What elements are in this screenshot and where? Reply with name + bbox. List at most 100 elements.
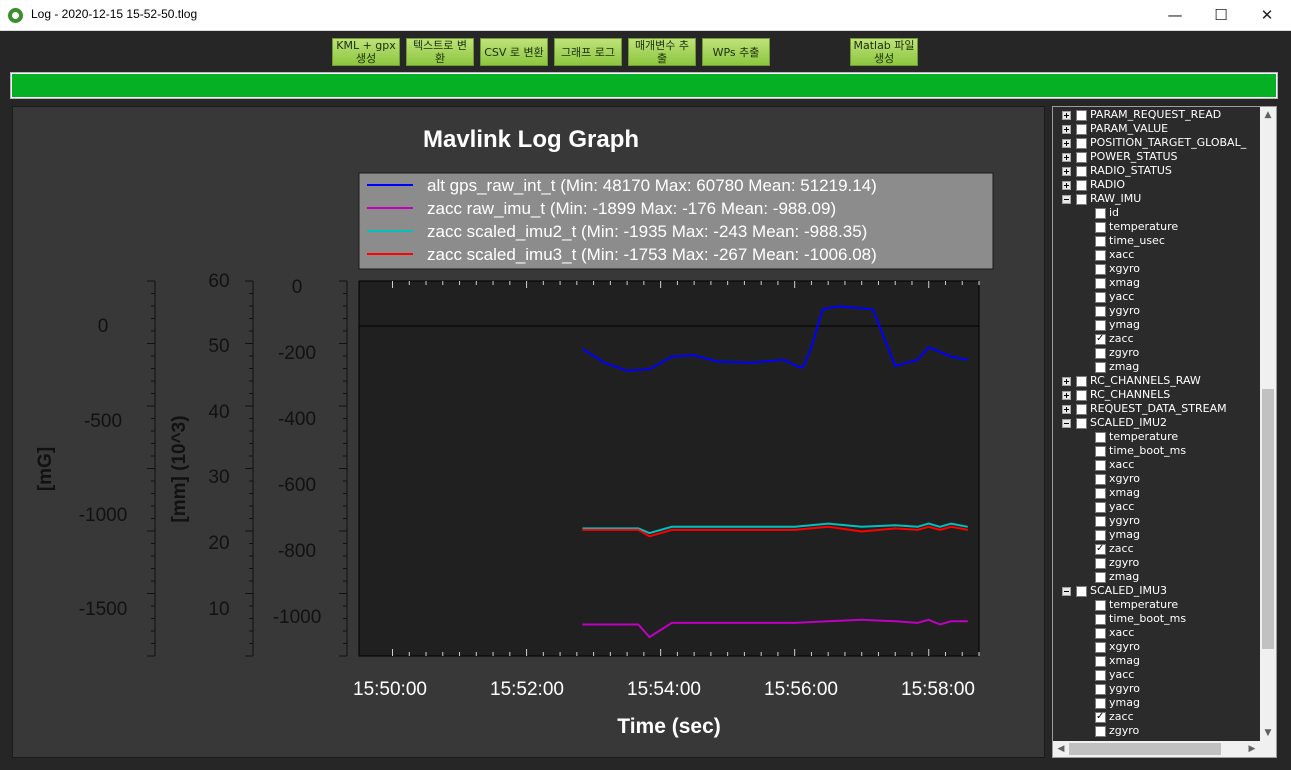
tree-node[interactable]: zgyro xyxy=(1053,556,1260,570)
tree-node[interactable]: POWER_STATUS xyxy=(1053,150,1260,164)
tree-horizontal-scrollbar[interactable]: ◀ ▶ xyxy=(1053,741,1260,757)
tree-node[interactable]: ygyro xyxy=(1053,304,1260,318)
tree-node-checkbox[interactable] xyxy=(1095,278,1106,289)
tree-node-checkbox[interactable] xyxy=(1076,152,1087,163)
tree-node-checkbox[interactable] xyxy=(1095,530,1106,541)
tree-node[interactable]: xgyro xyxy=(1053,640,1260,654)
close-button[interactable]: ✕ xyxy=(1260,6,1274,24)
scroll-right-icon[interactable]: ▶ xyxy=(1248,744,1256,754)
tree-node-checkbox[interactable] xyxy=(1095,558,1106,569)
expand-icon[interactable] xyxy=(1062,125,1071,134)
tree-node-checkbox[interactable] xyxy=(1095,698,1106,709)
tree-node[interactable]: xmag xyxy=(1053,276,1260,290)
convert-to-csv-button[interactable]: CSV 로 변환 xyxy=(480,38,548,66)
minimize-button[interactable]: — xyxy=(1167,6,1183,24)
collapse-icon[interactable] xyxy=(1062,419,1071,428)
tree-node[interactable]: RADIO_STATUS xyxy=(1053,164,1260,178)
extract-params-button[interactable]: 매개변수 추출 xyxy=(628,38,696,66)
tree-node-checkbox[interactable] xyxy=(1095,488,1106,499)
tree-horizontal-scroll-thumb[interactable] xyxy=(1069,743,1221,755)
message-tree-panel[interactable]: PARAM_REQUEST_READ PARAM_VALUE POSITION_TA… xyxy=(1052,106,1277,758)
tree-node-checkbox[interactable] xyxy=(1076,376,1087,387)
tree-node-checkbox[interactable] xyxy=(1095,362,1106,373)
tree-node-checkbox[interactable] xyxy=(1095,332,1106,346)
tree-node[interactable]: time_boot_ms xyxy=(1053,612,1260,626)
expand-icon[interactable] xyxy=(1062,153,1071,162)
tree-node[interactable]: REQUEST_DATA_STREAM xyxy=(1053,402,1260,416)
expand-icon[interactable] xyxy=(1062,167,1071,176)
tree-node[interactable]: yacc xyxy=(1053,500,1260,514)
convert-to-text-button[interactable]: 텍스트로 변환 xyxy=(406,38,474,66)
tree-node[interactable]: temperature xyxy=(1053,430,1260,444)
tree-node-checkbox[interactable] xyxy=(1076,194,1087,205)
expand-icon[interactable] xyxy=(1062,391,1071,400)
tree-node[interactable]: SCALED_IMU3 xyxy=(1053,584,1260,598)
graph-panel[interactable]: Mavlink Log Graph alt gps_raw_int_t (Min… xyxy=(12,106,1045,758)
tree-node-checkbox[interactable] xyxy=(1095,446,1106,457)
tree-node[interactable]: ygyro xyxy=(1053,682,1260,696)
tree-node-checkbox[interactable] xyxy=(1095,236,1106,247)
tree-node[interactable]: ygyro xyxy=(1053,514,1260,528)
tree-node-checkbox[interactable] xyxy=(1076,166,1087,177)
tree-node-checkbox[interactable] xyxy=(1095,542,1106,556)
maximize-button[interactable]: ☐ xyxy=(1214,6,1228,24)
tree-node-checkbox[interactable] xyxy=(1076,418,1087,429)
tree-node-checkbox[interactable] xyxy=(1095,642,1106,653)
tree-vertical-scrollbar[interactable]: ▲ ▼ xyxy=(1260,107,1276,741)
tree-node[interactable]: xmag xyxy=(1053,486,1260,500)
tree-node[interactable]: xmag xyxy=(1053,654,1260,668)
collapse-icon[interactable] xyxy=(1062,587,1071,596)
graph-svg[interactable]: Mavlink Log Graph alt gps_raw_int_t (Min… xyxy=(13,107,1046,759)
tree-node[interactable]: zgyro xyxy=(1053,724,1260,738)
tree-node-checkbox[interactable] xyxy=(1095,432,1106,443)
tree-node[interactable]: temperature xyxy=(1053,220,1260,234)
tree-node-checkbox[interactable] xyxy=(1095,222,1106,233)
create-kml-gpx-button[interactable]: KML + gpx 생성 xyxy=(332,38,400,66)
tree-node-checkbox[interactable] xyxy=(1095,306,1106,317)
tree-node[interactable]: zacc xyxy=(1053,710,1260,724)
tree-node[interactable]: POSITION_TARGET_GLOBAL_ xyxy=(1053,136,1260,150)
tree-node[interactable]: xacc xyxy=(1053,248,1260,262)
tree-node-checkbox[interactable] xyxy=(1095,502,1106,513)
tree-node[interactable]: time_usec xyxy=(1053,234,1260,248)
tree-node-checkbox[interactable] xyxy=(1076,180,1087,191)
tree-node[interactable]: zmag xyxy=(1053,570,1260,584)
tree-node-checkbox[interactable] xyxy=(1095,250,1106,261)
scroll-left-icon[interactable]: ◀ xyxy=(1057,744,1065,754)
tree-node[interactable]: xacc xyxy=(1053,458,1260,472)
tree-node[interactable]: PARAM_REQUEST_READ xyxy=(1053,108,1260,122)
tree-node[interactable]: ymag xyxy=(1053,696,1260,710)
tree-node-checkbox[interactable] xyxy=(1095,628,1106,639)
tree-node-checkbox[interactable] xyxy=(1095,474,1106,485)
tree-node[interactable]: yacc xyxy=(1053,668,1260,682)
tree-node[interactable]: xgyro xyxy=(1053,472,1260,486)
tree-node[interactable]: zmag xyxy=(1053,360,1260,374)
tree-node-checkbox[interactable] xyxy=(1095,348,1106,359)
tree-node-checkbox[interactable] xyxy=(1095,656,1106,667)
extract-wps-button[interactable]: WPs 추출 xyxy=(702,38,770,66)
create-matlab-file-button[interactable]: Matlab 파일 생성 xyxy=(850,38,918,66)
tree-node-checkbox[interactable] xyxy=(1095,460,1106,471)
tree-node-checkbox[interactable] xyxy=(1095,684,1106,695)
tree-node-checkbox[interactable] xyxy=(1076,124,1087,135)
tree-node[interactable]: zgyro xyxy=(1053,346,1260,360)
tree-node[interactable]: zacc xyxy=(1053,542,1260,556)
tree-node-checkbox[interactable] xyxy=(1076,404,1087,415)
tree-node-checkbox[interactable] xyxy=(1095,726,1106,737)
tree-node[interactable]: id xyxy=(1053,206,1260,220)
expand-icon[interactable] xyxy=(1062,405,1071,414)
tree-vertical-scroll-thumb[interactable] xyxy=(1262,389,1274,649)
tree-node-checkbox[interactable] xyxy=(1076,586,1087,597)
graph-log-button[interactable]: 그래프 로그 xyxy=(554,38,622,66)
tree-node[interactable]: time_boot_ms xyxy=(1053,444,1260,458)
scroll-up-icon[interactable]: ▲ xyxy=(1264,110,1272,120)
tree-node[interactable]: PARAM_VALUE xyxy=(1053,122,1260,136)
tree-node-checkbox[interactable] xyxy=(1095,264,1106,275)
tree-node[interactable]: xacc xyxy=(1053,626,1260,640)
tree-node-checkbox[interactable] xyxy=(1095,710,1106,724)
tree-node-checkbox[interactable] xyxy=(1076,110,1087,121)
tree-node[interactable]: yacc xyxy=(1053,290,1260,304)
plot-area[interactable] xyxy=(358,280,980,657)
tree-node[interactable]: temperature xyxy=(1053,598,1260,612)
expand-icon[interactable] xyxy=(1062,181,1071,190)
